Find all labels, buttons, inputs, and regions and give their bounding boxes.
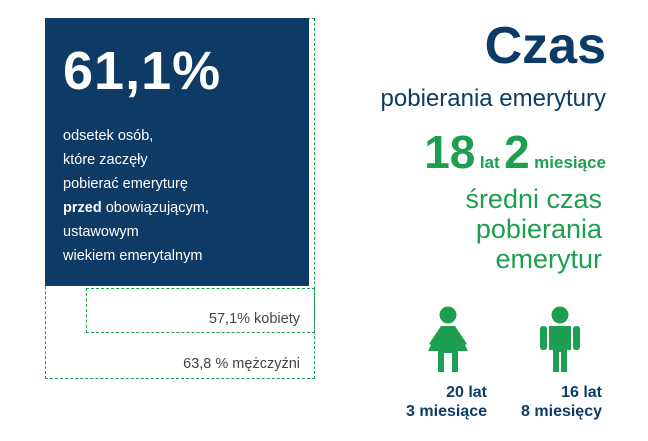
male-person-icon: [540, 306, 580, 372]
avg-line-2: pobierania: [475, 214, 602, 244]
early-retirement-description: odsetek osób, które zaczęły pobierać eme…: [63, 124, 303, 268]
male-duration: 16 lat 8 miesięcy: [500, 383, 602, 421]
desc-line-6: wiekiem emerytalnym: [63, 248, 203, 264]
desc-line-4: przed obowiązującym,: [63, 196, 303, 220]
months-number: 2: [504, 126, 530, 178]
average-duration-label: średni czas pobierania emerytur: [402, 184, 602, 274]
years-number: 18: [424, 126, 476, 178]
desc-line-5: ustawowym: [63, 224, 139, 240]
page-subtitle: pobierania emerytury: [380, 85, 606, 112]
male-duration-years: 16 lat: [561, 384, 602, 401]
page-title: Czas: [484, 17, 606, 75]
desc-line-2: które zaczęły: [63, 152, 148, 168]
desc-line-4-rest: obowiązującym,: [101, 200, 209, 216]
average-duration: 18 lat 2 miesiące: [424, 125, 606, 179]
desc-bold-word: przed: [63, 200, 102, 216]
desc-line-1: odsetek osób,: [63, 128, 154, 144]
women-stat: 57,1% kobiety: [208, 311, 300, 327]
stat-panel: [45, 18, 309, 286]
inner-dashed-frame: [86, 288, 315, 333]
male-duration-months: 8 miesięcy: [521, 403, 602, 420]
avg-line-3: emerytur: [495, 244, 602, 274]
early-retirement-percent: 61,1%: [63, 41, 222, 101]
men-stat: 63,8 % mężczyźni: [183, 356, 300, 372]
desc-line-3: pobierać emeryturę: [63, 176, 188, 192]
female-duration: 20 lat 3 miesiące: [380, 383, 487, 421]
avg-line-1: średni czas: [465, 184, 602, 214]
female-person-icon: [428, 306, 468, 372]
years-unit: lat: [479, 153, 500, 172]
months-unit: miesiące: [534, 153, 606, 172]
female-duration-months: 3 miesiące: [406, 403, 487, 420]
female-duration-years: 20 lat: [446, 384, 487, 401]
